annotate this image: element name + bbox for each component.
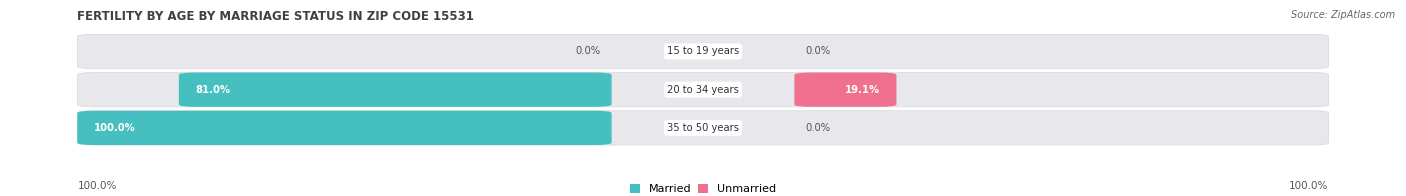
Text: 100.0%: 100.0% [77, 181, 117, 191]
Text: 0.0%: 0.0% [806, 123, 831, 133]
Text: 100.0%: 100.0% [94, 123, 136, 133]
FancyBboxPatch shape [77, 73, 1329, 107]
FancyBboxPatch shape [77, 34, 1329, 69]
Text: 19.1%: 19.1% [845, 85, 880, 95]
FancyBboxPatch shape [77, 111, 1329, 145]
FancyBboxPatch shape [77, 111, 612, 145]
Legend: Married, Unmarried: Married, Unmarried [630, 184, 776, 194]
FancyBboxPatch shape [794, 73, 897, 107]
Text: 0.0%: 0.0% [806, 46, 831, 56]
Text: 100.0%: 100.0% [1289, 181, 1329, 191]
Text: Source: ZipAtlas.com: Source: ZipAtlas.com [1291, 10, 1395, 20]
Text: 81.0%: 81.0% [195, 85, 231, 95]
Text: 35 to 50 years: 35 to 50 years [666, 123, 740, 133]
Text: 15 to 19 years: 15 to 19 years [666, 46, 740, 56]
Text: 0.0%: 0.0% [575, 46, 600, 56]
FancyBboxPatch shape [179, 73, 612, 107]
Text: FERTILITY BY AGE BY MARRIAGE STATUS IN ZIP CODE 15531: FERTILITY BY AGE BY MARRIAGE STATUS IN Z… [77, 10, 474, 23]
Text: 20 to 34 years: 20 to 34 years [666, 85, 740, 95]
